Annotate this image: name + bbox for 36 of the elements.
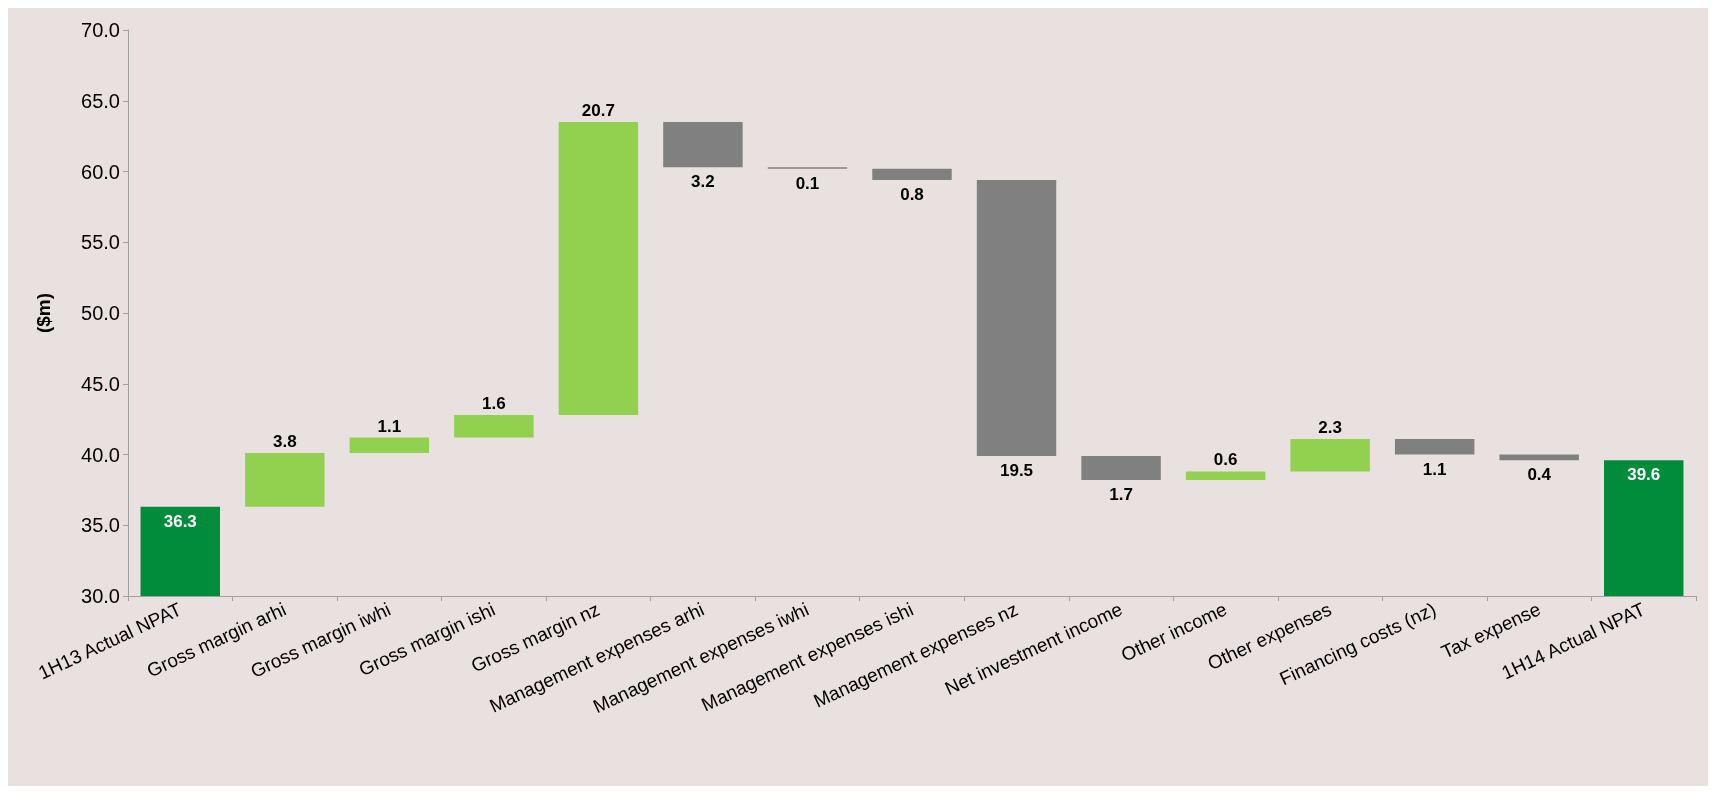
bar	[1394, 438, 1475, 455]
data-label: 1.7	[1109, 484, 1133, 504]
y-tick-label: 55.0	[81, 231, 120, 254]
data-label: 0.4	[1527, 465, 1552, 485]
data-label: 1.1	[1422, 459, 1447, 479]
bar	[872, 168, 952, 180]
bar	[349, 437, 430, 454]
bar	[1081, 455, 1161, 480]
y-tick-label: 30.0	[81, 585, 120, 607]
bar	[663, 121, 743, 168]
data-label: 0.6	[1213, 450, 1238, 470]
y-tick-label: 70.0	[81, 19, 120, 41]
bar	[1290, 438, 1370, 472]
data-label: 39.6	[1627, 465, 1661, 485]
y-tick-label: 40.0	[81, 443, 120, 466]
data-label: 1.1	[377, 416, 402, 436]
data-label: 1.6	[482, 393, 506, 413]
data-label: 19.5	[999, 460, 1034, 480]
y-tick-label: 35.0	[81, 514, 120, 537]
y-tick-label: 60.0	[81, 160, 120, 183]
y-tick-label: 45.0	[81, 372, 120, 395]
bar	[558, 121, 639, 415]
bar	[245, 453, 325, 507]
y-tick-label: 50.0	[81, 302, 120, 324]
bar	[1185, 471, 1266, 480]
bar	[976, 179, 1057, 456]
data-label: 3.8	[272, 432, 297, 452]
y-axis-title: ($m)	[33, 292, 54, 334]
data-label: 2.3	[1318, 417, 1342, 437]
data-label: 0.1	[795, 173, 820, 193]
data-label: 20.7	[581, 100, 615, 120]
data-label: 0.8	[900, 184, 924, 204]
data-label: 36.3	[163, 511, 197, 531]
data-label: 3.2	[691, 172, 715, 192]
bar	[454, 414, 534, 438]
y-tick-label: 65.0	[81, 89, 120, 112]
